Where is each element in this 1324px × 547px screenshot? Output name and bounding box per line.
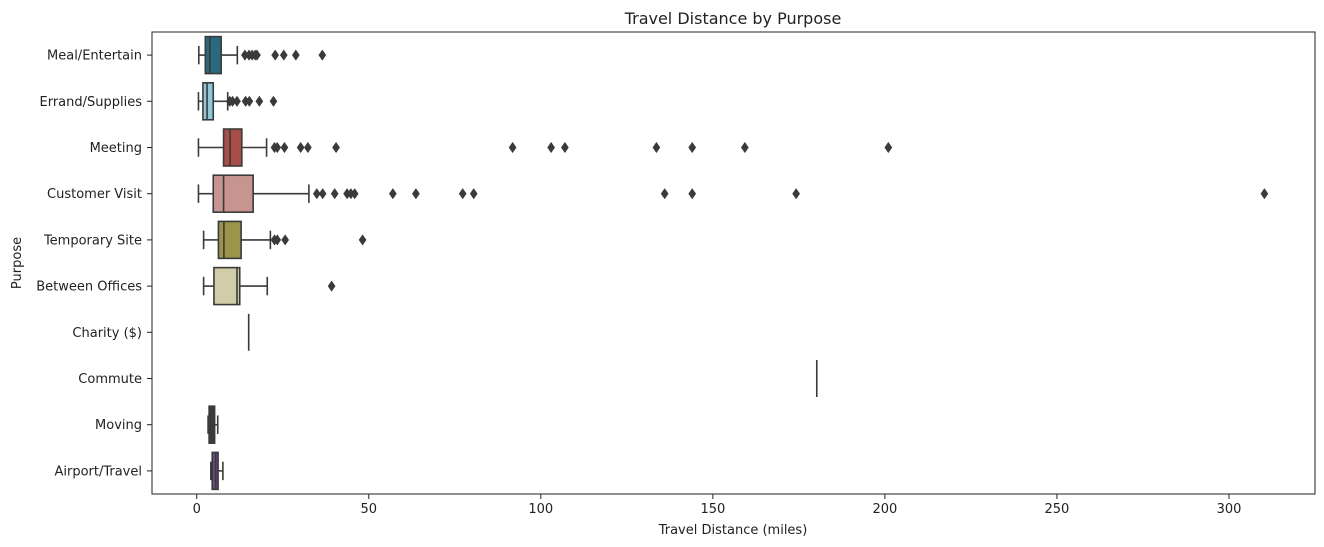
outlier-marker — [412, 188, 420, 200]
y-axis-title: Purpose — [10, 237, 25, 289]
y-tick-label: Errand/Supplies — [39, 95, 142, 110]
plot-frame — [151, 31, 1316, 495]
x-axis-title: Travel Distance (miles) — [658, 523, 808, 538]
outlier-marker — [792, 188, 801, 200]
iqr-box — [212, 174, 254, 213]
iqr-box — [217, 220, 242, 260]
outlier-marker — [279, 49, 288, 61]
y-tick-label: Airport/Travel — [54, 464, 142, 479]
outlier-marker — [312, 188, 321, 200]
iqr-box — [202, 82, 215, 121]
outlier-marker — [296, 141, 305, 154]
outlier-marker — [350, 188, 359, 200]
chart-title: Travel Distance by Purpose — [624, 9, 842, 28]
x-tick-label: 150 — [700, 502, 725, 517]
outlier-marker — [508, 141, 517, 154]
x-tick-label: 100 — [528, 502, 553, 517]
box-group — [197, 82, 278, 121]
outlier-marker — [245, 95, 254, 107]
outlier-marker — [688, 141, 697, 154]
iqr-box — [222, 128, 243, 167]
y-tick-label: Meeting — [90, 141, 142, 156]
outlier-marker — [303, 141, 312, 154]
outlier-marker — [280, 141, 289, 154]
box-group — [202, 220, 367, 260]
x-tick-label: 200 — [872, 502, 897, 517]
outlier-marker — [255, 95, 264, 107]
outlier-marker — [388, 188, 397, 200]
outlier-marker — [560, 141, 569, 154]
outlier-marker — [253, 49, 261, 61]
box-group — [202, 266, 336, 306]
y-tick-label: Customer Visit — [47, 187, 142, 202]
outlier-marker — [269, 95, 278, 107]
box-group — [207, 405, 219, 444]
x-tick-label: 50 — [360, 502, 377, 517]
outlier-marker — [327, 280, 336, 292]
outlier-marker — [688, 188, 697, 200]
outlier-marker — [281, 234, 290, 246]
outlier-marker — [652, 141, 661, 154]
outlier-marker — [271, 49, 280, 61]
y-tick-label: Commute — [78, 372, 142, 387]
box-group — [197, 174, 1269, 213]
outlier-marker — [273, 234, 282, 246]
outlier-marker — [740, 141, 749, 154]
outlier-marker — [318, 188, 327, 200]
outlier-marker — [1260, 188, 1269, 200]
outlier-marker — [318, 49, 327, 61]
x-tick-label: 300 — [1217, 502, 1242, 517]
y-tick-label: Temporary Site — [43, 233, 142, 248]
y-tick-label: Moving — [95, 418, 142, 433]
outlier-marker — [330, 188, 339, 200]
y-tick-label: Charity ($) — [72, 326, 142, 341]
outlier-marker — [469, 188, 478, 200]
x-axis: 0 50 100 150 200 250 300 — [193, 494, 1242, 517]
y-tick-label: Between Offices — [36, 280, 142, 295]
x-tick-label: 250 — [1045, 502, 1070, 517]
x-tick-label: 0 — [193, 502, 201, 517]
outlier-marker — [233, 95, 241, 107]
iqr-box — [213, 266, 241, 306]
y-axis: Meal/Entertain Errand/Supplies Meeting Cust… — [36, 49, 152, 479]
outlier-marker — [273, 141, 282, 154]
box-group — [197, 128, 893, 167]
box-group — [210, 451, 224, 491]
outlier-marker — [660, 188, 669, 200]
box-group — [197, 35, 327, 75]
y-tick-label: Meal/Entertain — [47, 49, 142, 64]
iqr-box — [204, 35, 222, 75]
outlier-marker — [358, 234, 367, 246]
outlier-marker — [884, 141, 893, 154]
outlier-marker — [547, 141, 556, 154]
plot-area — [197, 35, 1269, 491]
outlier-marker — [291, 49, 300, 61]
outlier-marker — [332, 141, 340, 154]
outlier-marker — [458, 188, 467, 200]
